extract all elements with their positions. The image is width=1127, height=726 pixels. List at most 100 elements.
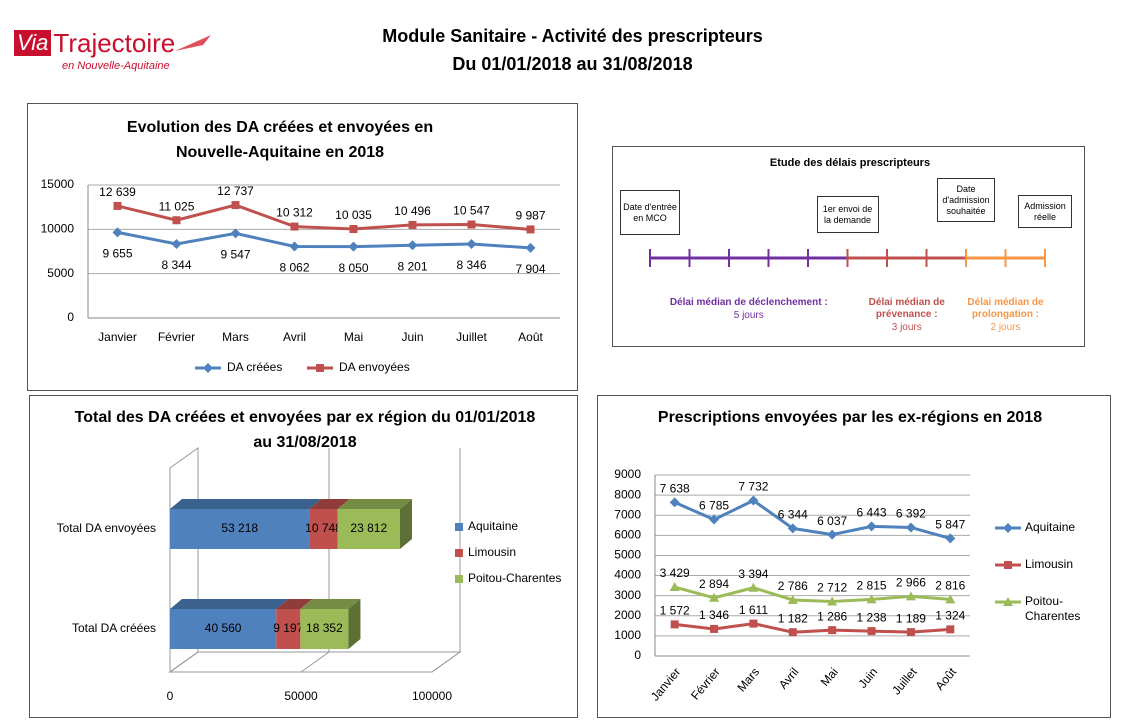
point (171, 239, 182, 250)
point (787, 523, 798, 534)
point (172, 216, 181, 225)
x-tick-label: 50000 (284, 689, 318, 703)
x-tick-label: Août (932, 664, 959, 692)
x-tick-label: 100000 (412, 689, 452, 703)
point (466, 238, 477, 249)
data-label: 1 189 (896, 611, 926, 625)
data-label: 10 748 (305, 521, 342, 535)
tagline: en Nouvelle-Aquitaine (62, 60, 170, 72)
x-tick-label: Janvier (98, 330, 137, 344)
milestone: 1er envoi de la demande (816, 196, 879, 233)
point (905, 591, 916, 601)
data-label: 2 894 (699, 577, 729, 591)
point (866, 594, 877, 604)
y-tick-label: 1000 (614, 628, 641, 642)
bar-top (276, 599, 313, 609)
legend-marker (203, 363, 213, 373)
point (827, 529, 838, 540)
legend-swatch (455, 523, 463, 531)
data-label: 6 037 (817, 514, 847, 528)
y-tick-label: 10000 (41, 222, 75, 236)
period-label: Délai médian de prolongation : (967, 297, 1044, 320)
bar-side (399, 499, 412, 549)
data-label: 6 785 (699, 499, 729, 513)
bar-side (348, 599, 361, 649)
data-label: 6 443 (857, 506, 887, 520)
point (348, 241, 359, 252)
data-label: 2 712 (817, 581, 847, 595)
bar (170, 509, 310, 549)
timeline-title: Etude des délais prescripteurs (769, 157, 931, 169)
bar (300, 609, 349, 649)
legend-label: DA envoyées (339, 360, 410, 374)
point (905, 522, 916, 533)
x-tick-label: Juin (401, 330, 423, 344)
point (669, 497, 680, 508)
point (407, 240, 418, 251)
point (112, 227, 123, 238)
panel (597, 395, 1111, 718)
y-tick-label: Total DA envoyées (57, 521, 156, 535)
y-tick-label: 3000 (614, 588, 641, 602)
bar-top (337, 499, 412, 509)
point (748, 582, 759, 592)
point (525, 242, 536, 253)
period-duration: 5 jours (733, 310, 764, 321)
data-label: 6 392 (896, 507, 926, 521)
y-tick-label: 4000 (614, 568, 641, 582)
y-tick-label: 5000 (614, 548, 641, 562)
bar-top (309, 499, 350, 509)
panel (29, 395, 578, 718)
legend-swatch (455, 575, 463, 583)
x-tick-label: Février (688, 665, 723, 703)
x-tick-label: Août (518, 330, 543, 344)
point (289, 241, 300, 252)
point (709, 592, 720, 602)
series-line (117, 203, 531, 231)
legend-label: DA créées (227, 360, 282, 374)
point (749, 619, 758, 628)
x-tick-label: Juillet (456, 330, 487, 344)
data-label: 1 346 (699, 608, 729, 622)
panel (27, 103, 578, 391)
data-label: 10 035 (335, 208, 372, 222)
bar (276, 609, 301, 649)
legend-swatch (455, 549, 463, 557)
data-label: 8 201 (397, 259, 427, 273)
data-label: 11 025 (159, 199, 195, 213)
point (467, 220, 476, 229)
x-tick-label: Juin (855, 665, 880, 691)
bar (170, 609, 277, 649)
data-label: 23 812 (350, 521, 387, 535)
point (349, 225, 358, 234)
data-label: 6 344 (778, 508, 808, 522)
data-label: 2 816 (935, 579, 965, 593)
data-label: 12 639 (99, 185, 136, 199)
data-label: 1 238 (857, 610, 887, 624)
logo: Via Trajectoire (14, 27, 215, 58)
x-tick-label: Mars (734, 665, 762, 694)
data-label: 10 496 (394, 204, 431, 218)
grid-line (431, 448, 461, 673)
x-tick-label: Janvier (648, 665, 684, 704)
y-tick-label: Total DA créées (72, 621, 156, 635)
chart-title: Prescriptions envoyées par les ex-région… (657, 409, 1043, 426)
point (113, 201, 122, 210)
data-label: 5 847 (935, 518, 965, 532)
point (828, 626, 837, 635)
data-label: 1 611 (739, 603, 768, 617)
point (906, 628, 915, 637)
y-tick-label: 2000 (614, 608, 641, 622)
bar (309, 509, 338, 549)
panel (612, 146, 1085, 347)
x-tick-label: Mai (818, 665, 841, 689)
point (230, 228, 241, 239)
brand-part: Trajectoire (53, 27, 176, 58)
x-tick-label: Avril (776, 665, 802, 692)
bar (337, 509, 400, 549)
series-line (674, 622, 951, 634)
point (526, 225, 535, 234)
y-tick-label: 8000 (614, 487, 641, 501)
